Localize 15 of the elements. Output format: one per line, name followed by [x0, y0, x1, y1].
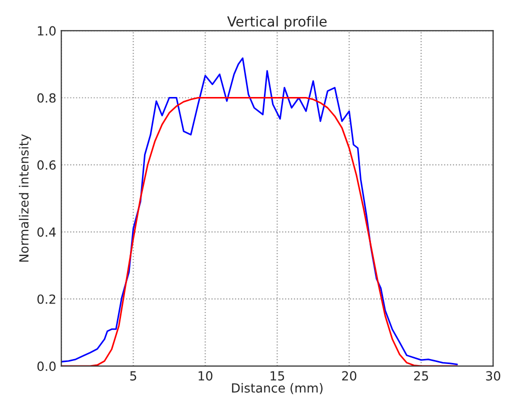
x-tick-label: 20 [342, 371, 356, 381]
x-tick-label: 5 [130, 371, 136, 381]
x-tick-label: 15 [270, 371, 284, 381]
chart-title: Vertical profile [227, 16, 327, 30]
y-tick-label: 0.4 [37, 227, 56, 237]
y-tick-label: 0.8 [37, 93, 56, 103]
x-axis-title: Distance (mm) [232, 383, 323, 394]
x-tick-label: 10 [198, 371, 212, 381]
y-tick-label: 0.6 [37, 160, 56, 170]
y-tick-label: 0.0 [37, 362, 56, 371]
x-tick-label: 30 [486, 371, 500, 381]
y-axis-title: Normalized intensity [18, 134, 32, 262]
y-tick-label: 1.0 [38, 26, 56, 36]
y-tick-label: 0.2 [37, 294, 56, 304]
x-tick-label: 25 [414, 371, 428, 381]
